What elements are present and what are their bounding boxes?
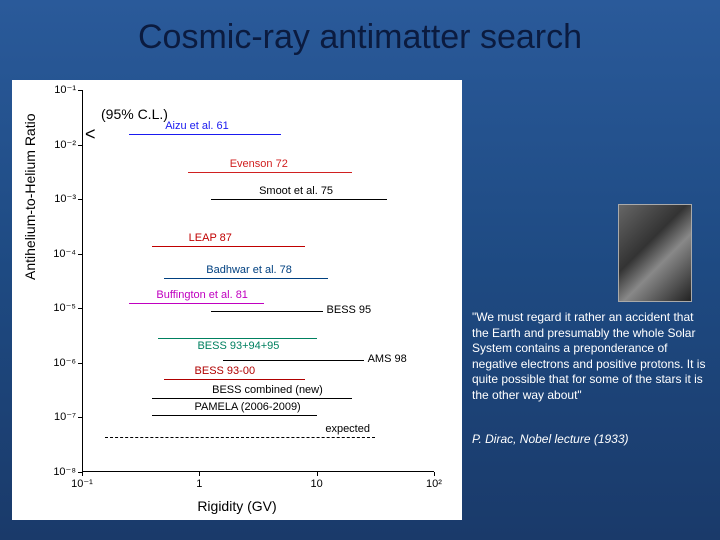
x-tick: 10² <box>426 478 442 490</box>
x-tick: 10 <box>311 478 323 490</box>
limit-line <box>152 415 316 416</box>
limit-label: AMS 98 <box>368 353 407 365</box>
y-tick-mark <box>78 145 82 146</box>
y-tick-mark <box>78 90 82 91</box>
limit-line <box>152 398 351 399</box>
y-tick: 10⁻⁷ <box>16 410 76 423</box>
y-tick-mark <box>78 363 82 364</box>
page-title: Cosmic-ray antimatter search <box>0 18 720 57</box>
quote-text: "We must regard it rather an accident th… <box>472 310 706 404</box>
limit-line <box>164 379 305 380</box>
expected-label: expected <box>325 423 370 435</box>
limit-line <box>129 303 264 304</box>
limit-line <box>152 246 305 247</box>
limit-line <box>211 311 322 312</box>
upper-limit-arrow: < <box>85 124 96 145</box>
limit-label: BESS 95 <box>327 304 372 316</box>
limit-line <box>211 199 387 200</box>
y-tick-mark <box>78 308 82 309</box>
limit-line <box>223 360 364 361</box>
limit-line <box>188 172 352 173</box>
x-axis-label: Rigidity (GV) <box>12 498 462 514</box>
y-tick: 10⁻⁵ <box>16 301 76 314</box>
limit-label: BESS 93-00 <box>195 365 256 377</box>
limit-label: Buffington et al. 81 <box>156 289 248 301</box>
quote-attribution: P. Dirac, Nobel lecture (1933) <box>472 432 706 446</box>
y-tick: 10⁻¹ <box>16 83 76 96</box>
limit-line <box>129 134 282 135</box>
x-tick-mark <box>82 472 83 476</box>
x-tick-mark <box>434 472 435 476</box>
y-tick-mark <box>78 417 82 418</box>
x-tick: 1 <box>196 478 202 490</box>
portrait-image <box>618 204 692 302</box>
confidence-level-label: (95% C.L.) <box>101 106 168 122</box>
y-tick-mark <box>78 199 82 200</box>
limit-label: BESS 93+94+95 <box>197 340 279 352</box>
limit-label: Badhwar et al. 78 <box>206 264 292 276</box>
x-tick: 10⁻¹ <box>71 477 93 490</box>
x-tick-mark <box>199 472 200 476</box>
y-tick-mark <box>78 254 82 255</box>
y-tick: 10⁻² <box>16 138 76 151</box>
y-tick: 10⁻⁸ <box>16 465 76 478</box>
limit-label: LEAP 87 <box>189 232 232 244</box>
limit-label: PAMELA (2006-2009) <box>195 401 301 413</box>
x-tick-mark <box>317 472 318 476</box>
limit-label: Aizu et al. 61 <box>165 120 229 132</box>
y-tick: 10⁻⁴ <box>16 247 76 260</box>
limit-label: BESS combined (new) <box>212 384 323 396</box>
y-tick: 10⁻³ <box>16 192 76 205</box>
limit-line <box>158 338 316 339</box>
limit-label: Evenson 72 <box>230 158 288 170</box>
y-tick: 10⁻⁶ <box>16 356 76 369</box>
limit-label: Smoot et al. 75 <box>259 185 333 197</box>
limit-line <box>164 278 328 279</box>
chart-panel: Antihelium-to-Helium Ratio Rigidity (GV)… <box>12 80 462 520</box>
expected-line <box>105 437 375 438</box>
